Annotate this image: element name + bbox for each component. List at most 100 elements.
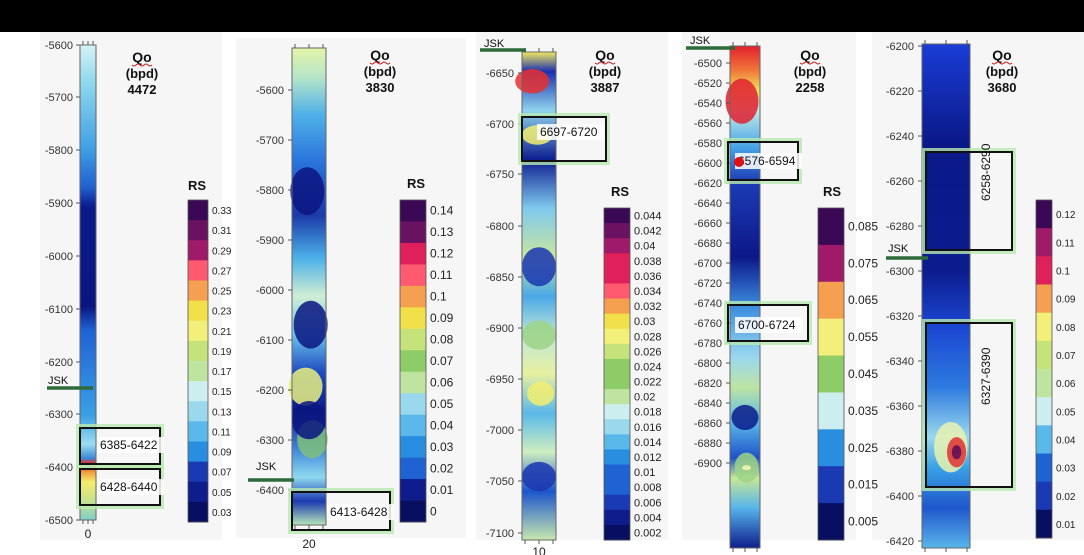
colorbar-segment: [1036, 200, 1052, 229]
colorbar-segment: [604, 208, 630, 224]
column-anomaly-5: [292, 400, 326, 440]
colorbar-segment: [400, 500, 426, 523]
spellcheck-underline: [131, 63, 153, 67]
depth-tick-label: -6500: [694, 58, 722, 70]
interval-label: 6576-6594: [738, 154, 796, 168]
colorbar-tick-label: 0.035: [848, 404, 878, 418]
depth-tick-label: -6600: [694, 158, 722, 170]
qo-unit: (bpd): [794, 64, 826, 79]
colorbar-tick-label: 0.025: [848, 441, 878, 455]
colorbar-segment: [818, 429, 844, 467]
colorbar-tick-label: 0.03: [430, 440, 454, 454]
qo-unit: (bpd): [126, 66, 158, 81]
depth-tick-label: -5700: [45, 92, 73, 104]
colorbar-tick-label: 0.09: [430, 311, 454, 325]
x-tick-label: 0: [85, 527, 92, 541]
colorbar-tick-label: 0: [430, 504, 437, 518]
depth-tick-label: -6100: [256, 335, 284, 347]
colorbar-segment: [400, 221, 426, 244]
colorbar-tick-label: 0.06: [430, 375, 454, 389]
perforation-interval-box: [727, 304, 809, 342]
colorbar-tick-label: 0.028: [634, 331, 662, 343]
depth-tick-label: -6340: [886, 356, 914, 368]
colorbar-tick-label: 0.09: [212, 448, 232, 459]
depth-tick-label: -6620: [694, 178, 722, 190]
colorbar-tick-label: 0.07: [430, 354, 454, 368]
colorbar-tick-label: 0.13: [430, 225, 454, 239]
colorbar-segment: [818, 281, 844, 320]
depth-tick-label: -6200: [886, 41, 914, 53]
depth-tick-label: -7100: [486, 528, 514, 540]
colorbar-title: RS: [823, 184, 841, 199]
colorbar-segment: [818, 318, 844, 357]
interval-label-bg: [735, 317, 802, 333]
jsk-marker-label: JSK: [690, 35, 711, 47]
interval-label: 6413-6428: [330, 505, 388, 519]
colorbar-tick-label: 0.08: [1056, 323, 1076, 334]
colorbar-tick-label: 0.024: [634, 361, 662, 373]
well-panel-2: -5600 -5700 -5800 -5900 -6000 -6100 -6200 -6300…: [248, 44, 454, 551]
depth-tick-label: -6220: [886, 86, 914, 98]
qo-label: Qo: [992, 47, 1011, 63]
colorbar-segment: [604, 479, 630, 496]
colorbar-segment: [188, 381, 208, 402]
depth-tick-label: -6300: [45, 409, 73, 421]
colorbar-segment: [188, 441, 208, 463]
colorbar-segment: [188, 361, 208, 382]
colorbar-segment: [1036, 425, 1052, 454]
depth-tick-label: -6800: [486, 221, 514, 233]
interval-box-glow: [518, 113, 610, 165]
colorbar-tick-label: 0.33: [212, 206, 232, 217]
interval-box-glow: [922, 148, 1016, 254]
depth-tick-label: -6650: [486, 68, 514, 80]
depth-tick-label: -6880: [694, 438, 722, 450]
colorbar-tick-label: 0.005: [848, 515, 878, 529]
depth-tick-label: -6840: [694, 398, 722, 410]
depth-tick-label: -6560: [694, 118, 722, 130]
perforation-interval-box: [521, 116, 607, 162]
colorbar-tick-label: 0.1: [430, 290, 447, 304]
colorbar-tick-label: 0.08: [430, 333, 454, 347]
depth-tick-label: -6320: [886, 311, 914, 323]
colorbar-segment: [1036, 397, 1052, 426]
interval-label: 6700-6724: [738, 318, 796, 332]
colorbar-segment: [400, 457, 426, 480]
depth-tick-label: -6200: [45, 357, 73, 369]
well-panel-5: -6200 -6220 -6240 -6260 -6280 -6300 -6320 -6340…: [886, 40, 1076, 552]
colorbar-segment: [604, 328, 630, 345]
colorbar-tick-label: 0.13: [212, 407, 232, 418]
colorbar-segment: [604, 509, 630, 526]
colorbar-segment: [604, 238, 630, 254]
depth-tick-label: -6950: [486, 374, 514, 386]
colorbar-segment: [604, 358, 630, 375]
colorbar-segment: [818, 355, 844, 393]
colorbar-frame: [817, 207, 845, 541]
colorbar-tick-label: 0.004: [634, 512, 662, 524]
depth-tick-label: -5600: [45, 40, 73, 52]
colorbar-tick-label: 0.01: [634, 467, 655, 479]
column-anomaly-4: [522, 320, 556, 350]
qo-unit: (bpd): [364, 64, 396, 79]
column-anomaly-4: [742, 465, 751, 471]
spellcheck-underline: [594, 61, 616, 65]
well-panel-1: -5600 -5700 -5800 -5900 -6000 -6100 -6200 -6300…: [45, 40, 232, 541]
depth-tick-label: -6500: [45, 515, 73, 527]
depth-tick-label: -5800: [256, 185, 284, 197]
qo-label: Qo: [370, 47, 389, 63]
colorbar-segment: [604, 343, 630, 360]
perforation-interval-box: [925, 322, 1013, 488]
colorbar-segment: [604, 268, 630, 284]
colorbar-segment: [188, 300, 208, 322]
depth-tick-label: -6240: [886, 131, 914, 143]
colorbar-tick-label: 0.018: [634, 407, 662, 419]
depth-tick-label: -6520: [694, 78, 722, 90]
colorbar-segment: [1036, 284, 1052, 314]
colorbar-tick-label: 0.055: [848, 330, 878, 344]
colorbar-segment: [604, 374, 630, 390]
column-anomaly-1: [725, 78, 759, 124]
column-anomaly-1: [290, 167, 325, 215]
perforation-interval-box: [925, 151, 1013, 251]
colorbar-tick-label: 0.02: [1056, 492, 1076, 503]
colorbar-segment: [818, 244, 844, 283]
qo-label: Qo: [595, 47, 614, 63]
